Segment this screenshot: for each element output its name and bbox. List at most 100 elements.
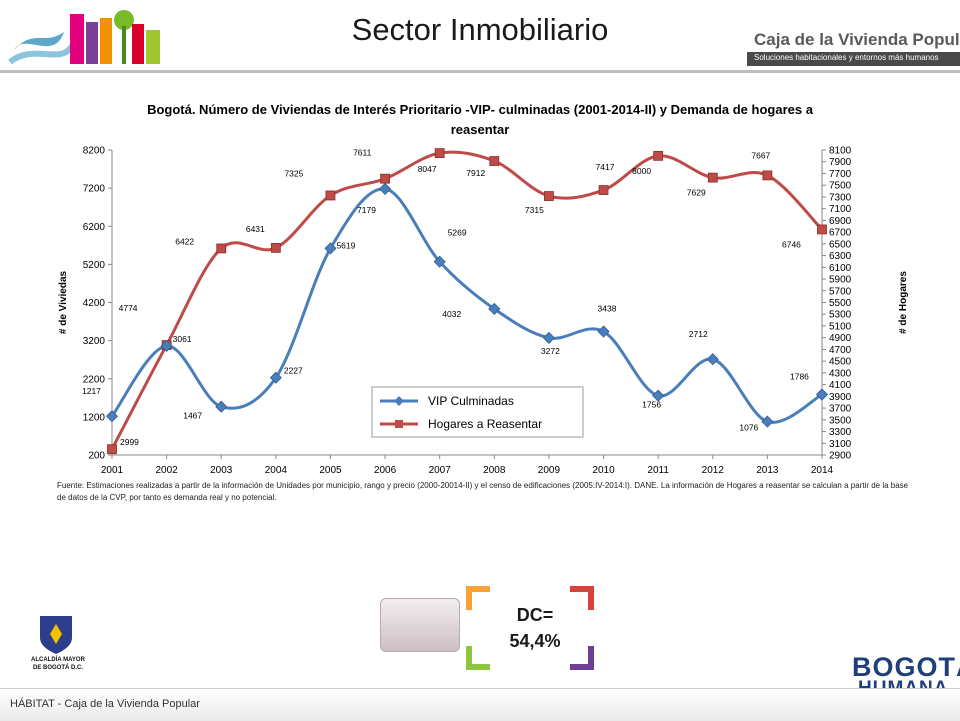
hogares-point <box>762 170 773 181</box>
hogares-point <box>544 191 554 201</box>
cvp-brand-name: Caja de la Vivienda Popular <box>754 30 960 49</box>
y-right-tick-label: 4300 <box>829 368 852 379</box>
vip-point <box>652 389 665 402</box>
y-left-tick-label: 5200 <box>83 260 106 271</box>
y-right-tick-label: 7700 <box>829 169 852 180</box>
x-tick-label: 2005 <box>319 465 342 476</box>
y-right-tick-label: 5700 <box>829 286 852 297</box>
hogares-point <box>434 148 445 159</box>
x-tick-label: 2003 <box>210 465 233 476</box>
x-tick-label: 2013 <box>756 465 779 476</box>
hogares-point <box>489 156 500 166</box>
y-left-tick-label: 6200 <box>83 222 106 233</box>
y-right-tick-label: 5500 <box>829 298 852 309</box>
y-right-tick-label: 3100 <box>829 439 852 450</box>
vip-data-label: 2227 <box>284 366 303 376</box>
x-tick-label: 2002 <box>155 465 178 476</box>
y-right-tick-label: 7300 <box>829 192 852 203</box>
vip-data-label: 5269 <box>448 228 467 238</box>
y-right-tick-label: 8100 <box>829 146 852 157</box>
alcaldia-label: ALCALDÍA MAYOR DE BOGOTÁ D.C. <box>18 656 98 672</box>
vip-data-label: 7179 <box>357 205 376 215</box>
indicator-box <box>380 598 460 652</box>
chart-title: Bogotá. Número de Viviendas de Interés P… <box>147 102 813 137</box>
footer-band <box>0 688 960 721</box>
y-right-tick-label: 5900 <box>829 275 852 286</box>
cvp-brand-tagline: Soluciones habitacionales y entornos más… <box>754 53 939 62</box>
x-tick-label: 2014 <box>811 465 834 476</box>
hogares-point <box>216 243 227 254</box>
x-tick-label: 2007 <box>429 465 452 476</box>
y-right-tick-label: 6500 <box>829 239 852 250</box>
y-left-tick-label: 3200 <box>83 336 106 347</box>
x-tick-label: 2010 <box>592 465 615 476</box>
y-right-tick-label: 4100 <box>829 380 852 391</box>
vip-data-label: 2712 <box>689 329 708 339</box>
y-axis-right-label: # de Hogares <box>898 271 909 334</box>
coat-of-arms-icon <box>40 616 72 654</box>
y-right-tick-label: 5100 <box>829 321 852 332</box>
vip-data-label: 3272 <box>541 346 560 356</box>
x-tick-label: 2011 <box>647 465 669 476</box>
hogares-data-label: 6746 <box>782 239 801 249</box>
y-right-tick-label: 6900 <box>829 216 852 227</box>
legend-label-hogares: Hogares a Reasentar <box>428 417 542 431</box>
bogota-logo-top: BOGOTÁ <box>852 652 960 682</box>
y-right-tick-label: 7100 <box>829 204 852 215</box>
vip-point <box>215 400 228 413</box>
y-right-tick-label: 6300 <box>829 251 852 262</box>
legend-marker-hogares <box>395 420 403 428</box>
hogares-data-label: 7667 <box>751 150 770 160</box>
hogares-data-label: 7611 <box>353 148 372 158</box>
x-tick-label: 2006 <box>374 465 397 476</box>
vip-point <box>433 255 446 268</box>
cvp-brand-band <box>747 52 960 66</box>
vip-data-label: 3061 <box>173 334 192 344</box>
y-left-tick-label: 4200 <box>83 298 106 309</box>
source-note: Fuente: Estimaciones realizadas a partir… <box>57 481 909 502</box>
y-left-tick-label: 2200 <box>83 374 106 385</box>
vip-data-label: 1217 <box>82 386 101 396</box>
hogares-point <box>598 185 609 195</box>
legend-marker-vip <box>394 396 404 406</box>
y-right-tick-label: 3700 <box>829 404 852 415</box>
vip-point <box>160 339 173 352</box>
y-right-tick-label: 4700 <box>829 345 852 356</box>
y-left-tick-label: 1200 <box>83 412 106 423</box>
vip-data-label: 5619 <box>336 240 355 250</box>
vip-point <box>379 182 392 195</box>
chart: 2001200220032004200520062007200820029003… <box>58 146 909 477</box>
vip-data-label: 1467 <box>183 411 202 421</box>
hogares-point <box>380 173 390 184</box>
vip-point <box>706 353 719 366</box>
vip-point <box>597 325 610 338</box>
vip-point <box>324 242 337 255</box>
hogares-point <box>653 150 664 161</box>
hogares-point <box>817 224 827 235</box>
hogares-data-label: 6422 <box>175 236 194 246</box>
hogares-point <box>325 190 336 201</box>
legend <box>371 386 584 438</box>
indicator-frame-icon <box>466 586 594 670</box>
hogares-data-label: 4774 <box>119 303 138 313</box>
hogares-data-label: 7629 <box>687 188 706 198</box>
y-right-tick-label: 3300 <box>829 427 852 438</box>
indicator-value: 54,4% <box>509 631 561 651</box>
hogares-data-label: 2999 <box>120 437 139 447</box>
y-right-tick-label: 2900 <box>829 451 852 462</box>
series-line-hogares <box>110 150 824 450</box>
y-left-tick-label: 7200 <box>83 184 106 195</box>
vip-point <box>761 415 774 428</box>
hogares-data-label: 8000 <box>632 166 651 176</box>
y-right-tick-label: 4500 <box>829 357 852 368</box>
vip-point <box>105 410 119 423</box>
x-tick-label: 2001 <box>101 465 124 476</box>
footer-text: HÁBITAT - Caja de la Vivienda Popular <box>10 698 200 710</box>
y-axis-left-label: # de Viviedas <box>58 270 69 334</box>
vip-data-label: 1756 <box>642 400 661 410</box>
hogares-data-label: 7315 <box>525 205 544 215</box>
vip-point <box>542 331 555 344</box>
vip-point <box>269 371 282 384</box>
vip-data-label: 4032 <box>442 309 461 319</box>
hogares-data-label: 8047 <box>418 164 437 174</box>
